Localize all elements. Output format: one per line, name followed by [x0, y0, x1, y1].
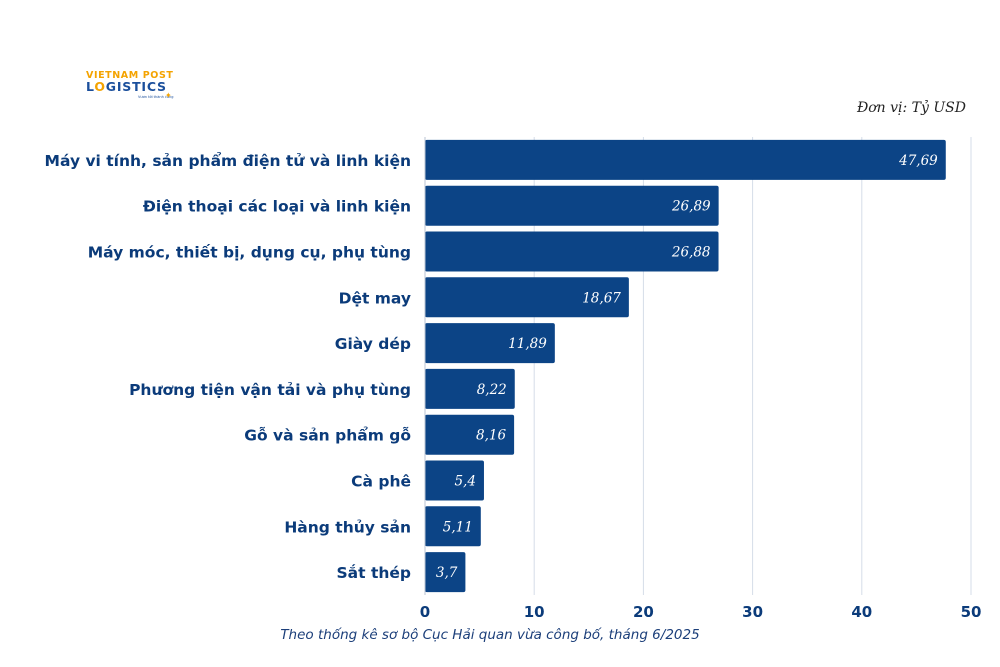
bar-value-label: 18,67 — [582, 290, 621, 306]
bar-value-label: 26,88 — [671, 245, 711, 261]
logo-tagline: Vươn tới thành công — [138, 95, 174, 99]
category-label: Dệt may — [339, 289, 411, 307]
category-label: Sắt thép — [337, 563, 411, 582]
category-label: Phương tiện vận tải và phụ tùng — [129, 381, 411, 399]
bar — [425, 414, 515, 455]
bar-value-label: 47,69 — [898, 153, 938, 169]
logo-line-2-b: O — [94, 79, 106, 94]
bar — [425, 139, 946, 180]
x-tick-label: 10 — [524, 603, 545, 621]
bar-value-label: 8,22 — [477, 382, 507, 398]
bar-value-label: 11,89 — [508, 336, 547, 352]
bar — [425, 552, 466, 593]
x-tick-label: 0 — [420, 603, 430, 621]
source-note: Theo thống kê sơ bộ Cục Hải quan vừa côn… — [280, 627, 700, 643]
logo-line-2: LOGISTICS — [86, 79, 167, 94]
bar — [425, 277, 629, 318]
bar — [425, 460, 484, 501]
bar-value-label: 3,7 — [436, 565, 458, 581]
logo-line-1: VIETNAM POST — [86, 70, 174, 81]
category-label: Cà phê — [351, 473, 411, 491]
category-label: Hàng thủy sản — [284, 518, 411, 536]
bar — [425, 368, 515, 409]
x-tick-label: 50 — [961, 603, 982, 621]
unit-label: Đơn vị: Tỷ USD — [856, 100, 966, 116]
category-label: Điện thoại các loại và linh kiện — [143, 198, 411, 216]
bar-value-label: 5,11 — [443, 519, 473, 535]
x-tick-label: 20 — [633, 603, 654, 621]
x-tick-label: 30 — [742, 603, 763, 621]
star-icon: ✦ — [165, 91, 172, 100]
bar-value-label: 26,89 — [671, 199, 711, 215]
category-label: Gỗ và sản phẩm gỗ — [244, 426, 411, 445]
logo: VIETNAM POST LOGISTICS Vươn tới thành cô… — [86, 70, 186, 102]
bar — [425, 506, 481, 547]
category-label: Giày dép — [335, 335, 411, 353]
logo-line-2-c: GISTICS — [105, 79, 167, 94]
bar — [425, 323, 555, 364]
category-label: Máy vi tính, sản phẩm điện tử và linh ki… — [45, 151, 411, 170]
category-label: Máy móc, thiết bị, dụng cụ, phụ tùng — [88, 243, 411, 262]
bar-value-label: 5,4 — [454, 474, 475, 490]
x-tick-label: 40 — [851, 603, 872, 621]
bar — [425, 231, 719, 272]
bar — [425, 185, 719, 226]
logo-line-2-a: L — [86, 79, 95, 94]
bar-value-label: 8,16 — [476, 428, 506, 444]
